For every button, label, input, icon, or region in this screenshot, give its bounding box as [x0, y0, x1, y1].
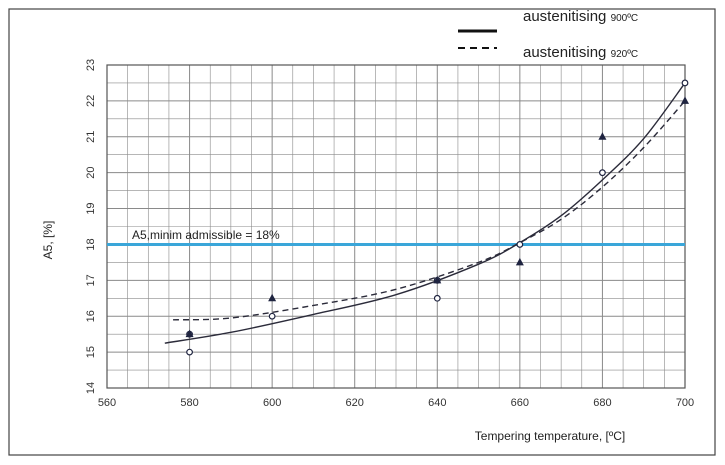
series-line-solid [164, 82, 686, 344]
y-tick-label: 18 [85, 238, 97, 250]
series-line-dashed [173, 100, 686, 321]
y-tick-label: 15 [85, 346, 97, 358]
x-tick-label: 700 [676, 397, 694, 409]
plot-border [106, 64, 686, 389]
data-point-triangle [681, 96, 689, 104]
data-point-triangle [268, 293, 277, 302]
y-tick-label: 23 [85, 59, 97, 71]
y-tick-label: 16 [85, 310, 97, 322]
y-tick-label: 20 [85, 167, 97, 179]
data-point-circle [186, 348, 193, 356]
data-point-circle [516, 241, 524, 248]
legend-label-900-temp: 900ºC [611, 13, 639, 24]
data-point-circle [681, 79, 689, 87]
legend-label-920-name: austenitising [523, 44, 606, 61]
data-point-circle [599, 169, 606, 177]
x-tick-label: 560 [98, 397, 116, 409]
x-tick-label: 660 [511, 397, 529, 409]
legend-label-920-temp: 920ºC [611, 49, 639, 60]
y-tick-label: 17 [85, 274, 97, 286]
threshold-label: A5,minim admissible = 18% [132, 228, 280, 242]
curves [164, 82, 686, 344]
markers [185, 79, 689, 356]
data-point-triangle [598, 132, 607, 140]
x-tick-label: 600 [263, 397, 281, 409]
y-tick-label: 21 [85, 131, 97, 143]
y-tick-label: 22 [85, 95, 97, 107]
x-tick-label: 580 [180, 397, 198, 409]
data-point-triangle [515, 257, 524, 266]
tick-labels: 560 580 600 620 640 660 680 700 14 15 16 17 18 19 20 21… [85, 59, 694, 409]
data-point-circle [433, 294, 441, 302]
x-tick-label: 680 [593, 397, 611, 409]
x-tick-label: 640 [428, 397, 446, 409]
data-point-triangle [433, 275, 442, 284]
legend-label-900-name: austenitising [523, 8, 606, 25]
legend-label-900: austenitising 900ºC [523, 8, 638, 25]
data-point-circle [268, 312, 276, 320]
x-tick-label: 620 [346, 397, 364, 409]
data-point-triangle [185, 329, 194, 338]
y-tick-label: 19 [85, 202, 97, 214]
y-axis-title: A5, [%] [41, 221, 55, 260]
legend-label-920: austenitising 920ºC [523, 44, 638, 61]
legend: austenitising 900ºC austenitising 920ºC [458, 8, 638, 61]
y-tick-label: 14 [85, 382, 97, 394]
x-axis-title: Tempering temperature, [ºC] [475, 429, 625, 443]
